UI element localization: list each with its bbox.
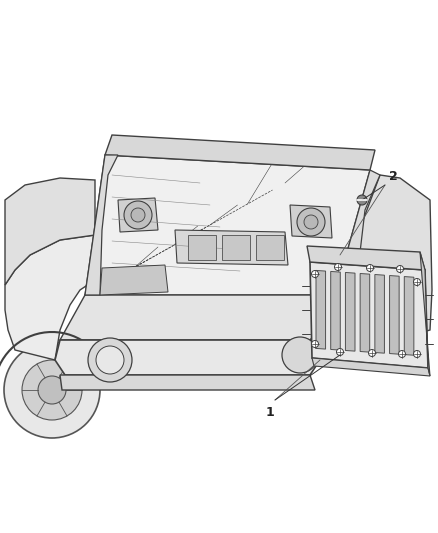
- Polygon shape: [175, 230, 288, 265]
- Circle shape: [336, 349, 343, 356]
- Polygon shape: [55, 340, 320, 375]
- Circle shape: [4, 342, 100, 438]
- Polygon shape: [60, 295, 335, 340]
- Circle shape: [38, 376, 66, 404]
- Polygon shape: [105, 135, 375, 170]
- Polygon shape: [118, 198, 158, 232]
- Polygon shape: [312, 358, 430, 376]
- Circle shape: [368, 350, 375, 357]
- Polygon shape: [188, 235, 216, 260]
- Circle shape: [96, 346, 124, 374]
- Circle shape: [399, 351, 406, 358]
- Polygon shape: [404, 277, 414, 355]
- Circle shape: [88, 338, 132, 382]
- Polygon shape: [85, 155, 370, 295]
- Polygon shape: [346, 272, 355, 351]
- Circle shape: [22, 360, 82, 420]
- Polygon shape: [307, 246, 425, 270]
- Circle shape: [311, 271, 318, 278]
- Polygon shape: [290, 205, 332, 238]
- Circle shape: [304, 215, 318, 229]
- Text: 2: 2: [389, 171, 397, 183]
- Polygon shape: [256, 235, 284, 260]
- Circle shape: [282, 337, 318, 373]
- Circle shape: [335, 263, 342, 271]
- Polygon shape: [420, 252, 430, 376]
- Polygon shape: [60, 375, 315, 390]
- Circle shape: [297, 208, 325, 236]
- Polygon shape: [310, 262, 428, 368]
- Circle shape: [413, 279, 420, 286]
- Polygon shape: [316, 270, 325, 349]
- Polygon shape: [5, 178, 95, 285]
- Circle shape: [357, 195, 367, 205]
- Circle shape: [413, 351, 420, 358]
- Polygon shape: [222, 235, 250, 260]
- Polygon shape: [331, 271, 340, 350]
- Polygon shape: [335, 170, 380, 295]
- Polygon shape: [375, 274, 385, 353]
- Text: 1: 1: [265, 406, 274, 418]
- Polygon shape: [100, 265, 168, 295]
- Polygon shape: [335, 175, 432, 340]
- Polygon shape: [85, 155, 118, 295]
- Circle shape: [131, 208, 145, 222]
- Circle shape: [367, 264, 374, 271]
- Polygon shape: [5, 235, 95, 360]
- Circle shape: [124, 201, 152, 229]
- Polygon shape: [360, 273, 370, 352]
- Circle shape: [396, 265, 403, 272]
- Polygon shape: [389, 276, 399, 354]
- Circle shape: [311, 341, 318, 348]
